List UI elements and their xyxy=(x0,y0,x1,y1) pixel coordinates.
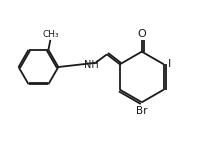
Text: Br: Br xyxy=(136,106,148,116)
Text: NH: NH xyxy=(84,60,99,70)
Text: I: I xyxy=(167,59,171,69)
Text: O: O xyxy=(138,29,146,39)
Text: CH₃: CH₃ xyxy=(42,30,59,39)
